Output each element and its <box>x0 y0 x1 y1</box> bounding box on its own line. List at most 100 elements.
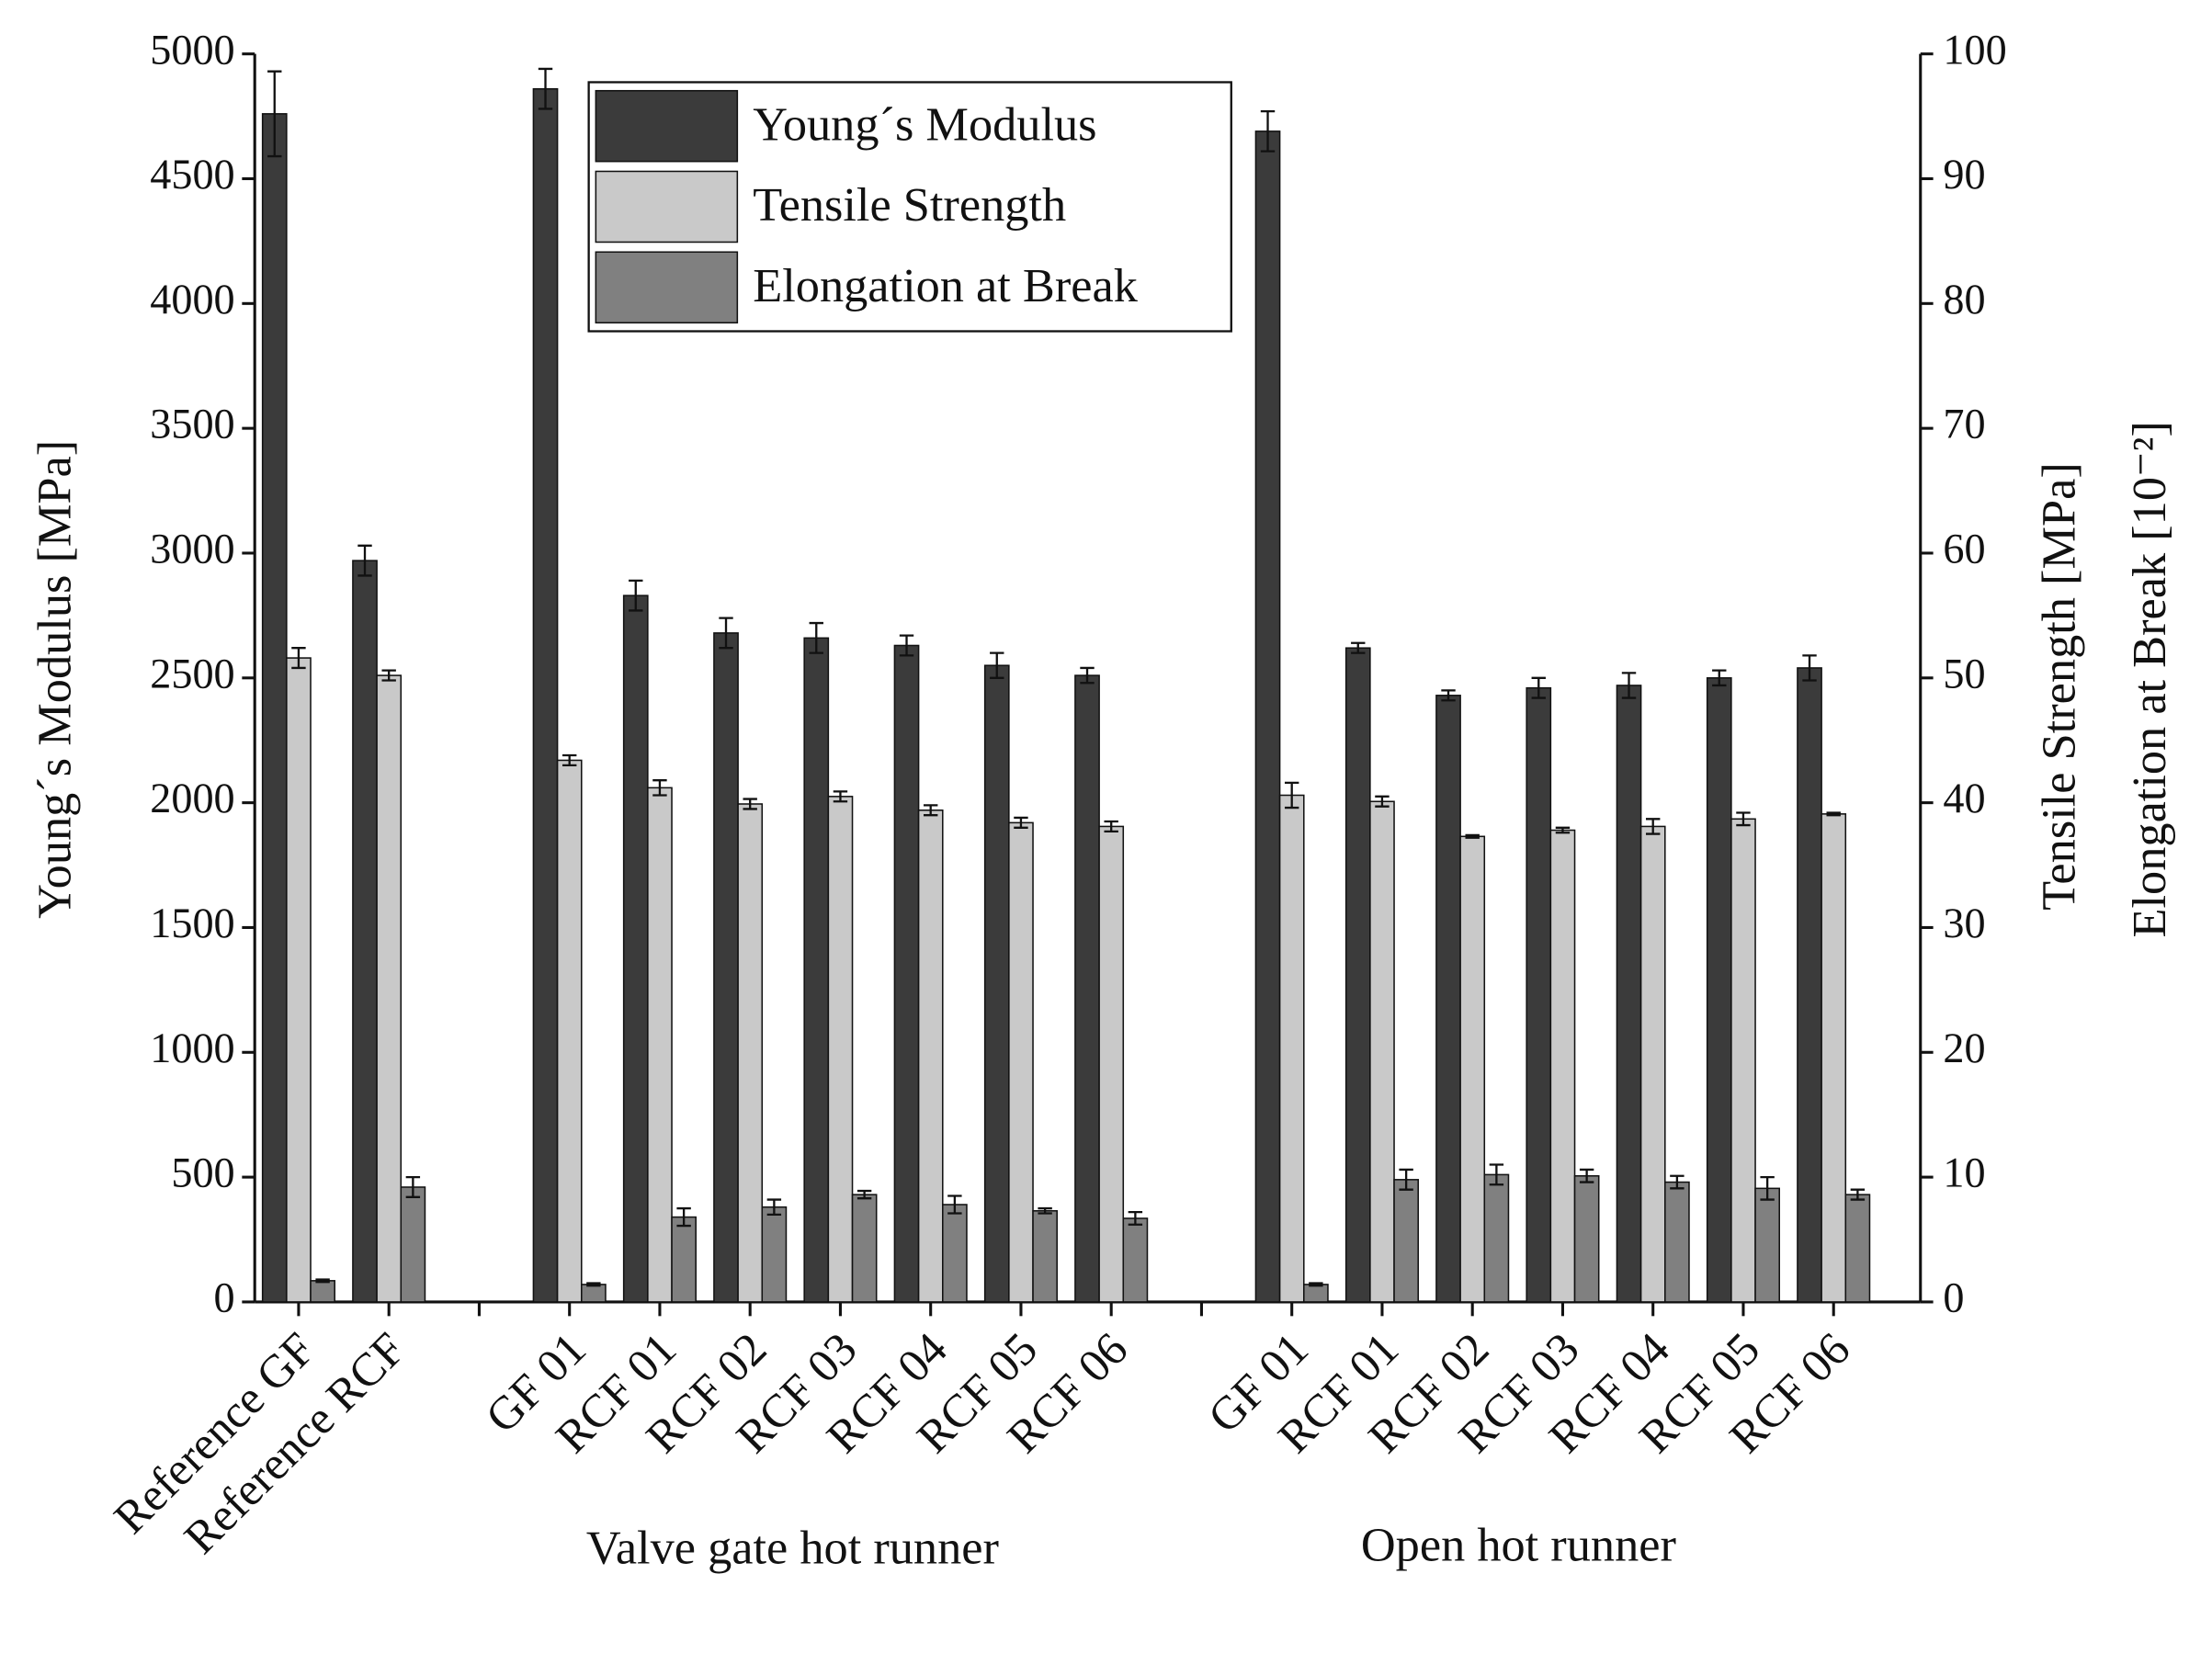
y-tick-label: 2500 <box>150 650 234 696</box>
y-tick-label: 0 <box>214 1274 235 1321</box>
error-bar <box>1826 811 1841 817</box>
legend-swatch <box>595 251 739 324</box>
error-bar <box>1038 1206 1052 1215</box>
bar <box>1821 813 1847 1303</box>
bar <box>917 810 944 1303</box>
y2-tick-label: 100 <box>1943 26 2006 73</box>
error-bar <box>1531 676 1546 699</box>
bar <box>286 657 312 1303</box>
y-tick-label: 3000 <box>150 526 234 572</box>
y-axis-label: Young´s Modulus [MPa] <box>28 440 82 919</box>
error-bar <box>1351 641 1366 654</box>
error-bar <box>1712 669 1727 687</box>
bar <box>1730 818 1756 1303</box>
y2-tick-label: 10 <box>1943 1149 1985 1196</box>
error-bar <box>833 790 848 803</box>
bar <box>827 796 854 1303</box>
bar <box>1369 800 1395 1303</box>
bar <box>1008 821 1034 1303</box>
bar <box>1844 1194 1871 1303</box>
legend-label: Tensile Strength <box>753 178 1066 232</box>
error-bar <box>586 1282 601 1287</box>
bar <box>942 1204 968 1303</box>
bar <box>1278 794 1305 1303</box>
y-tick-label: 2000 <box>150 775 234 821</box>
y2-tick-label: 0 <box>1943 1274 1964 1321</box>
error-bar <box>1014 816 1028 829</box>
error-bar <box>1646 818 1661 835</box>
y2-tick-label: 40 <box>1943 775 1985 821</box>
error-bar <box>809 621 823 654</box>
y-tick-label: 3500 <box>150 401 234 447</box>
error-bar <box>676 1206 691 1228</box>
error-bar <box>1309 1282 1323 1287</box>
bar <box>1435 695 1461 1303</box>
error-bar <box>538 67 553 110</box>
bar <box>622 594 649 1303</box>
error-bar <box>629 579 643 612</box>
bar <box>1344 647 1371 1303</box>
error-bar <box>1375 795 1390 808</box>
bar <box>1303 1284 1329 1303</box>
error-bar <box>1128 1210 1143 1226</box>
y2-axis-label: Tensile Strength [MPa] <box>2032 462 2085 911</box>
y-tick-label: 1500 <box>150 900 234 946</box>
error-bar <box>719 617 733 650</box>
bar <box>376 674 403 1303</box>
group-label: Valve gate hot runner <box>586 1522 999 1575</box>
bar <box>352 560 378 1303</box>
error-bar <box>856 1189 872 1200</box>
y-tick-label: 500 <box>171 1149 234 1196</box>
error-bar <box>405 1175 421 1198</box>
bar <box>1616 685 1642 1303</box>
bar <box>400 1186 426 1303</box>
y2-tick-label: 50 <box>1943 650 1985 696</box>
error-bar <box>1670 1174 1685 1190</box>
bar <box>1549 829 1576 1303</box>
bar <box>1098 825 1125 1303</box>
error-bar <box>923 804 938 817</box>
bar <box>671 1216 697 1303</box>
error-bar <box>1260 109 1276 153</box>
error-bar <box>1579 1168 1594 1183</box>
bar <box>1526 686 1552 1303</box>
error-bar <box>652 779 667 797</box>
bar <box>761 1206 788 1303</box>
y2-tick-label: 30 <box>1943 900 1985 946</box>
bar <box>737 803 764 1303</box>
bar <box>713 632 739 1303</box>
bar <box>851 1194 878 1303</box>
y2-tick-label: 20 <box>1943 1025 1985 1071</box>
error-bar <box>1285 781 1299 810</box>
legend-swatch <box>595 89 739 163</box>
y2-tick-label: 80 <box>1943 276 1985 323</box>
y2-axis-label: Elongation at Break [10⁻²] <box>2123 421 2176 937</box>
y2-tick-label: 60 <box>1943 526 1985 572</box>
y2-tick-label: 90 <box>1943 151 1985 198</box>
bar <box>1639 825 1666 1303</box>
bar <box>803 637 830 1303</box>
error-bar <box>1802 654 1817 682</box>
bar <box>1254 130 1281 1303</box>
error-bar <box>1080 666 1095 685</box>
bar <box>1393 1179 1419 1303</box>
bar <box>581 1284 607 1303</box>
y-tick-label: 1000 <box>150 1025 234 1071</box>
bar <box>983 664 1010 1303</box>
bar <box>556 759 583 1303</box>
bar <box>1483 1173 1510 1303</box>
error-bar <box>315 1278 330 1284</box>
error-bar <box>1760 1175 1775 1201</box>
error-bar <box>381 669 396 682</box>
error-bar <box>1555 826 1571 834</box>
y-tick-label: 4500 <box>150 151 234 198</box>
bar <box>1074 674 1100 1303</box>
legend-swatch <box>595 170 739 243</box>
error-bar <box>562 753 577 767</box>
bar <box>532 87 559 1303</box>
bar <box>1573 1174 1600 1303</box>
error-bar <box>1104 820 1118 833</box>
error-bar <box>1399 1168 1413 1191</box>
bar <box>310 1280 335 1303</box>
